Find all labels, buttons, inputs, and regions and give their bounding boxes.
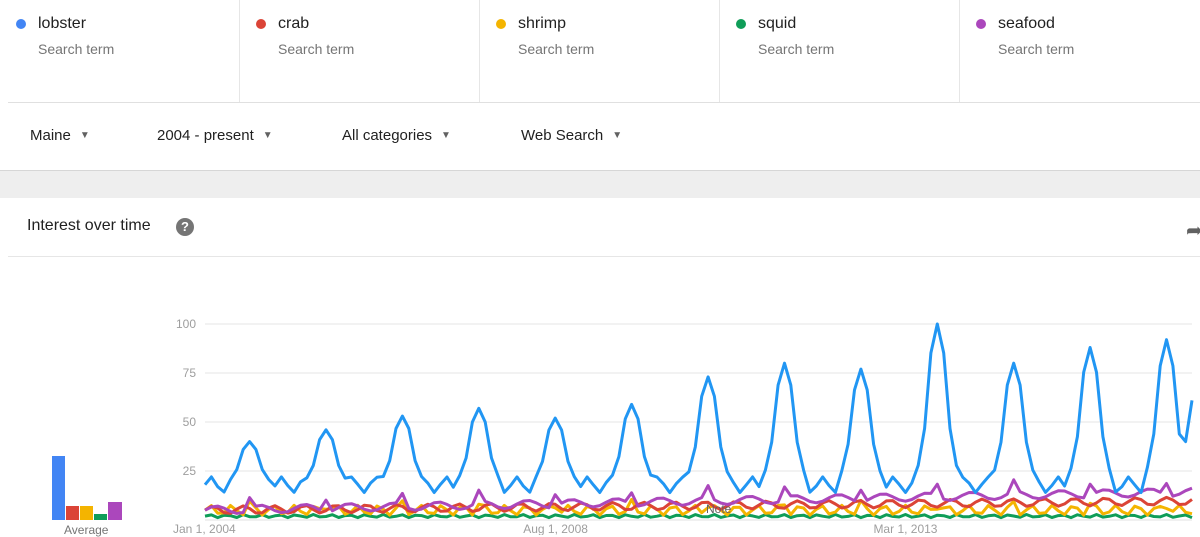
term-name: squid: [758, 15, 797, 32]
category-dropdown[interactable]: All categories ▼: [342, 127, 451, 144]
average-bar-squid: [94, 514, 107, 520]
term-card-crab[interactable]: crab Search term: [240, 0, 480, 102]
caret-down-icon: ▼: [612, 130, 623, 141]
caret-down-icon: ▼: [262, 130, 273, 141]
search-property-dropdown-label: Web Search: [521, 127, 604, 144]
average-bar-lobster: [52, 456, 65, 520]
caret-down-icon: ▼: [441, 130, 451, 141]
section-gap: [0, 170, 1200, 198]
search-terms-bar: lobster Search term crab Search term shr…: [0, 0, 1200, 102]
term-name: shrimp: [518, 15, 567, 32]
term-color-dot: [256, 19, 266, 29]
x-tick-label: Aug 1, 2008: [523, 522, 588, 535]
term-subtitle: Search term: [518, 41, 595, 57]
term-color-dot: [976, 19, 986, 29]
term-name: lobster: [38, 15, 87, 32]
average-bar-seafood: [108, 502, 122, 520]
interest-over-time-chart: 25 50 75 100 Jan 1, 2004 Aug 1, 2008 Mar 1, 20…: [52, 317, 1194, 535]
term-subtitle: Search term: [38, 41, 115, 57]
term-color-dot: [736, 19, 746, 29]
category-dropdown-label: All categories: [342, 127, 433, 144]
term-subtitle: Search term: [278, 41, 355, 57]
average-bar-crab: [66, 506, 79, 520]
y-tick-label: 75: [183, 366, 197, 380]
help-icon[interactable]: ?: [176, 218, 194, 236]
series-line-seafood: [204, 478, 1193, 515]
divider: [8, 102, 1200, 103]
series-line-shrimp: [204, 497, 1193, 517]
average-label: Average: [64, 523, 109, 537]
term-name: crab: [278, 15, 310, 32]
time-range-dropdown[interactable]: 2004 - present ▼: [157, 127, 273, 144]
section-title: Interest over time: [27, 217, 151, 234]
region-dropdown-label: Maine: [30, 127, 71, 144]
term-name: seafood: [998, 15, 1055, 32]
y-tick-label: 50: [183, 415, 197, 429]
region-dropdown[interactable]: Maine ▼: [30, 127, 90, 144]
term-color-dot: [496, 19, 506, 29]
x-tick-label: Mar 1, 2013: [873, 522, 937, 535]
search-property-dropdown[interactable]: Web Search ▼: [521, 127, 622, 144]
average-bar-shrimp: [80, 506, 93, 520]
note-annotation: Note: [706, 502, 732, 516]
x-tick-label: Jan 1, 2004: [173, 522, 236, 535]
term-subtitle: Search term: [998, 41, 1075, 57]
term-card-shrimp[interactable]: shrimp Search term: [480, 0, 720, 102]
series-line-lobster: [203, 322, 1194, 495]
series-line-squid: [204, 513, 1193, 520]
term-color-dot: [16, 19, 26, 29]
series-line-crab: [204, 495, 1193, 515]
term-card-seafood[interactable]: seafood Search term: [960, 0, 1200, 102]
term-card-squid[interactable]: squid Search term: [720, 0, 960, 102]
y-tick-label: 25: [183, 464, 197, 478]
term-subtitle: Search term: [758, 41, 835, 57]
divider: [8, 256, 1200, 257]
y-tick-label: 100: [176, 317, 196, 331]
filter-bar: Maine ▼ 2004 - present ▼ All categories ▼ W…: [0, 103, 1200, 169]
term-card-lobster[interactable]: lobster Search term: [0, 0, 240, 102]
share-icon[interactable]: ➦: [1186, 220, 1200, 242]
caret-down-icon: ▼: [79, 130, 90, 141]
time-range-dropdown-label: 2004 - present: [157, 127, 254, 144]
